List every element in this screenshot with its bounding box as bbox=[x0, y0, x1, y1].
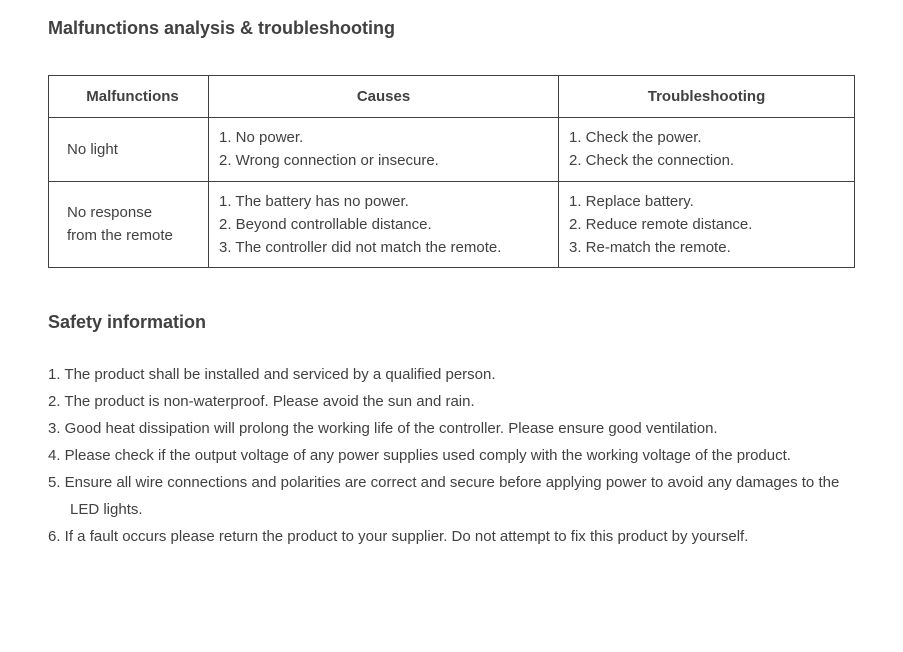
list-item: 5. Ensure all wire connections and polar… bbox=[48, 469, 855, 523]
cell-troubleshooting: 1. Replace battery. 2. Reduce remote dis… bbox=[559, 181, 855, 268]
cell-troubleshooting: 1. Check the power. 2. Check the connect… bbox=[559, 118, 855, 182]
cell-text: No light bbox=[67, 141, 118, 158]
cell-causes: 1. No power. 2. Wrong connection or inse… bbox=[209, 118, 559, 182]
section-title-safety: Safety information bbox=[48, 312, 855, 333]
cell-text: 1. The battery has no power. 2. Beyond c… bbox=[219, 193, 501, 257]
cell-malfunction: No response from the remote bbox=[49, 181, 209, 268]
cell-causes: 1. The battery has no power. 2. Beyond c… bbox=[209, 181, 559, 268]
col-header-troubleshooting: Troubleshooting bbox=[559, 76, 855, 118]
col-header-malfunctions: Malfunctions bbox=[49, 76, 209, 118]
cell-text: No response from the remote bbox=[67, 204, 173, 244]
cell-text: 1. Check the power. 2. Check the connect… bbox=[569, 129, 734, 169]
safety-list: 1. The product shall be installed and se… bbox=[48, 361, 855, 550]
cell-malfunction: No light bbox=[49, 118, 209, 182]
cell-text: 1. No power. 2. Wrong connection or inse… bbox=[219, 129, 439, 169]
table-row: No light 1. No power. 2. Wrong connectio… bbox=[49, 118, 855, 182]
troubleshooting-table: Malfunctions Causes Troubleshooting No l… bbox=[48, 75, 855, 268]
table-row: No response from the remote 1. The batte… bbox=[49, 181, 855, 268]
list-item: 1. The product shall be installed and se… bbox=[48, 361, 855, 388]
list-item: 4. Please check if the output voltage of… bbox=[48, 442, 855, 469]
col-header-causes: Causes bbox=[209, 76, 559, 118]
section-title-malfunctions: Malfunctions analysis & troubleshooting bbox=[48, 18, 855, 39]
list-item: 6. If a fault occurs please return the p… bbox=[48, 523, 855, 550]
list-item: 3. Good heat dissipation will prolong th… bbox=[48, 415, 855, 442]
list-item: 2. The product is non-waterproof. Please… bbox=[48, 388, 855, 415]
cell-text: 1. Replace battery. 2. Reduce remote dis… bbox=[569, 193, 752, 257]
table-header-row: Malfunctions Causes Troubleshooting bbox=[49, 76, 855, 118]
